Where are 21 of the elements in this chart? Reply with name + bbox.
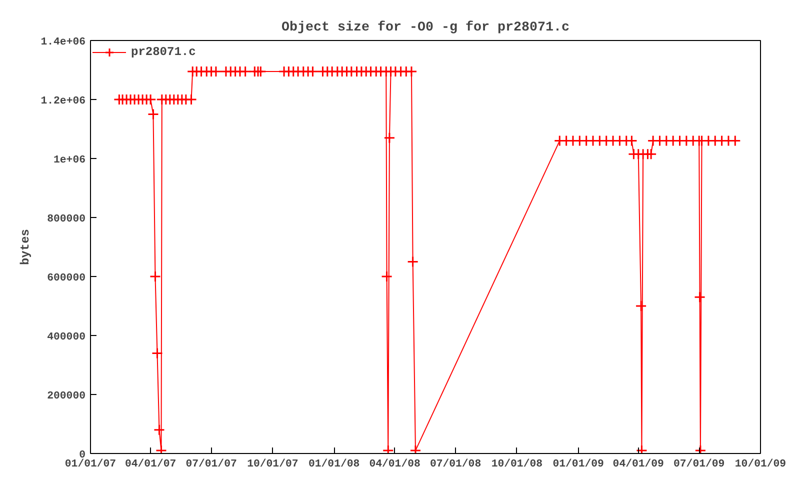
x-tick-label: 01/01/09 bbox=[552, 458, 604, 470]
y-tick-label: 1.2e+06 bbox=[40, 96, 86, 108]
x-tick-label: 01/01/08 bbox=[308, 458, 360, 470]
y-tick-label: 600000 bbox=[47, 272, 86, 284]
legend-label: pr28071.c bbox=[131, 45, 196, 59]
x-tick-label: 04/01/08 bbox=[369, 458, 420, 470]
x-tick-label: 07/01/08 bbox=[430, 458, 482, 470]
chart-title: Object size for -O0 -g for pr28071.c bbox=[282, 20, 570, 36]
y-tick-label: 200000 bbox=[47, 390, 86, 402]
y-tick-label: 1e+06 bbox=[54, 154, 86, 166]
y-tick-label: 1.4e+06 bbox=[40, 36, 86, 48]
y-axis-title: bytes bbox=[18, 228, 33, 266]
y-tick-label: 400000 bbox=[47, 332, 86, 344]
x-tick-label: 04/01/09 bbox=[612, 458, 664, 470]
x-tick-label: 07/01/07 bbox=[186, 458, 237, 470]
x-tick-label: 10/01/09 bbox=[734, 458, 786, 470]
x-tick-label: 10/01/08 bbox=[491, 458, 543, 470]
y-tick-label: 800000 bbox=[47, 214, 86, 226]
x-tick-label: 04/01/07 bbox=[124, 458, 176, 470]
x-tick-label: 10/01/07 bbox=[247, 458, 298, 470]
x-tick-label: 07/01/09 bbox=[674, 458, 725, 470]
